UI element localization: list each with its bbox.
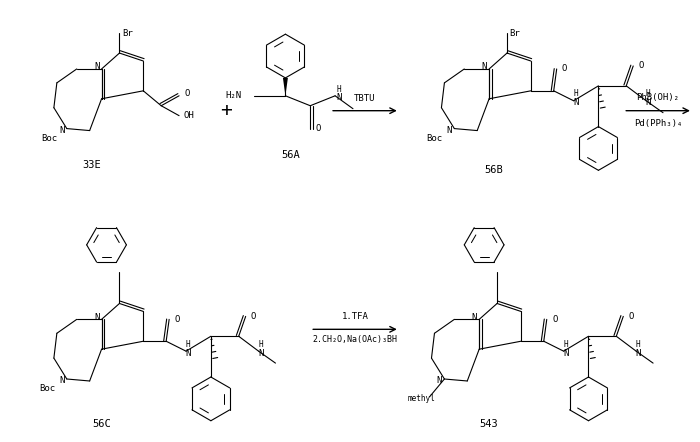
Text: 33E: 33E — [83, 160, 101, 170]
Text: +: + — [220, 101, 232, 120]
Text: N: N — [337, 93, 342, 102]
Text: N: N — [447, 126, 452, 135]
Text: N: N — [437, 377, 442, 385]
Text: N: N — [94, 62, 99, 72]
Text: O: O — [316, 124, 321, 133]
Text: N: N — [186, 349, 190, 358]
Text: Br: Br — [510, 29, 520, 38]
Text: N: N — [563, 349, 568, 358]
Text: Boc: Boc — [39, 385, 55, 393]
Text: N: N — [258, 349, 263, 358]
Text: N: N — [94, 313, 99, 322]
Text: 56A: 56A — [281, 150, 300, 160]
Text: H: H — [646, 89, 650, 98]
Text: H: H — [337, 85, 342, 94]
Text: H: H — [573, 89, 578, 98]
Text: O: O — [184, 89, 190, 98]
Text: TBTU: TBTU — [354, 94, 376, 103]
Text: N: N — [59, 377, 64, 385]
Text: 56C: 56C — [92, 419, 111, 429]
Text: N: N — [636, 349, 641, 358]
Text: O: O — [251, 312, 256, 321]
Text: O: O — [174, 315, 180, 324]
Text: N: N — [573, 98, 578, 107]
Text: H: H — [258, 340, 263, 349]
Text: H: H — [564, 340, 568, 349]
Polygon shape — [283, 78, 288, 96]
Text: Boc: Boc — [426, 134, 442, 143]
Text: 543: 543 — [480, 419, 498, 429]
Text: H: H — [636, 340, 640, 349]
Text: Br: Br — [122, 29, 133, 38]
Text: N: N — [482, 62, 486, 72]
Text: OH: OH — [183, 111, 195, 120]
Text: 56B: 56B — [484, 165, 503, 175]
Text: Boc: Boc — [41, 134, 57, 143]
Text: H₂N: H₂N — [225, 91, 241, 100]
Text: 1.TFA: 1.TFA — [342, 312, 368, 321]
Text: PhB(OH)₂: PhB(OH)₂ — [636, 93, 680, 102]
Text: H: H — [186, 340, 190, 349]
Text: O: O — [562, 65, 567, 73]
Text: 2.CH₂O,Na(OAc)₃BH: 2.CH₂O,Na(OAc)₃BH — [312, 335, 398, 344]
Text: Pd(PPh₃)₄: Pd(PPh₃)₄ — [634, 119, 682, 128]
Text: O: O — [552, 315, 557, 324]
Text: O: O — [629, 312, 634, 321]
Text: N: N — [472, 313, 477, 322]
Text: N: N — [645, 98, 651, 107]
Text: O: O — [638, 61, 644, 70]
Text: N: N — [59, 126, 64, 135]
Text: methyl: methyl — [407, 394, 435, 404]
